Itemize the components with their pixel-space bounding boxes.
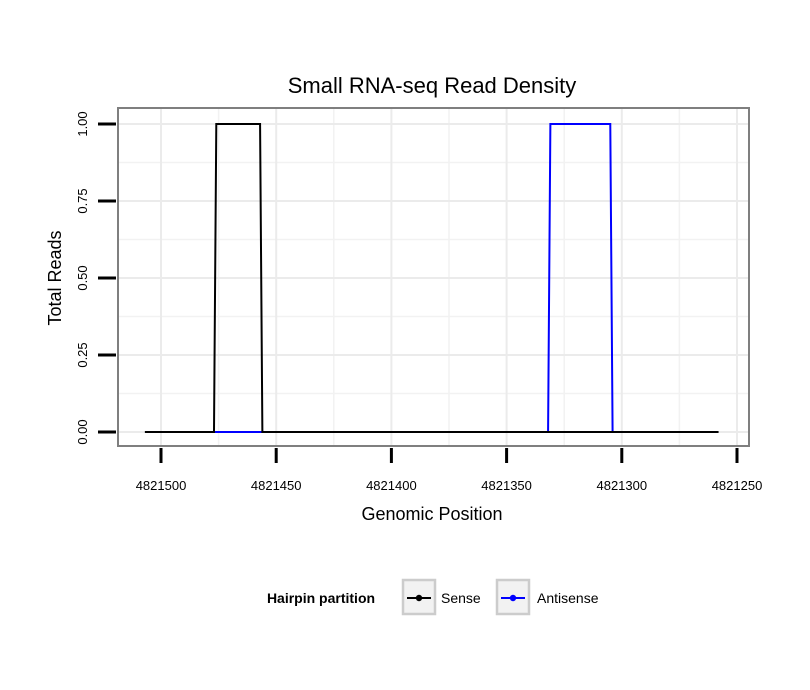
x-tick-label: 4821450: [251, 478, 302, 493]
series-line-antisense: [213, 123, 614, 433]
x-tick-label: 4821350: [481, 478, 532, 493]
legend-entry-sense: Sense: [401, 578, 481, 616]
y-tick-label: 0.25: [75, 342, 90, 367]
x-tick-label: 4821300: [596, 478, 647, 493]
y-axis-title: Total Reads: [45, 230, 65, 325]
legend-entry-antisense: Antisense: [495, 578, 599, 616]
x-tick-label: 4821400: [366, 478, 417, 493]
legend-key-antisense-point: [509, 594, 517, 602]
series-line-sense: [144, 123, 719, 433]
y-tick-label: 1.00: [75, 111, 90, 136]
y-tick-label: 0.50: [75, 265, 90, 290]
grid: [118, 108, 749, 446]
y-tick-label: 0.75: [75, 188, 90, 213]
legend-key-sense-point: [415, 594, 423, 602]
x-tick-label: 4821500: [136, 478, 187, 493]
x-axis-title: Genomic Position: [361, 504, 502, 524]
y-tick-label: 0.00: [75, 419, 90, 444]
legend: Hairpin partition Sense Antisense: [267, 578, 599, 616]
x-axis: 4821500 4821450 4821400 4821350 4821300 48212…: [136, 448, 763, 493]
legend-label-antisense: Antisense: [537, 590, 599, 606]
plot-panel-border: [117, 107, 750, 447]
series-layer: [144, 123, 719, 433]
x-tick-label: 4821250: [712, 478, 763, 493]
legend-label-sense: Sense: [441, 590, 481, 606]
chart-title: Small RNA-seq Read Density: [288, 73, 577, 98]
y-axis: 0.00 0.25 0.50 0.75 1.00: [75, 111, 116, 445]
legend-title: Hairpin partition: [267, 590, 375, 606]
